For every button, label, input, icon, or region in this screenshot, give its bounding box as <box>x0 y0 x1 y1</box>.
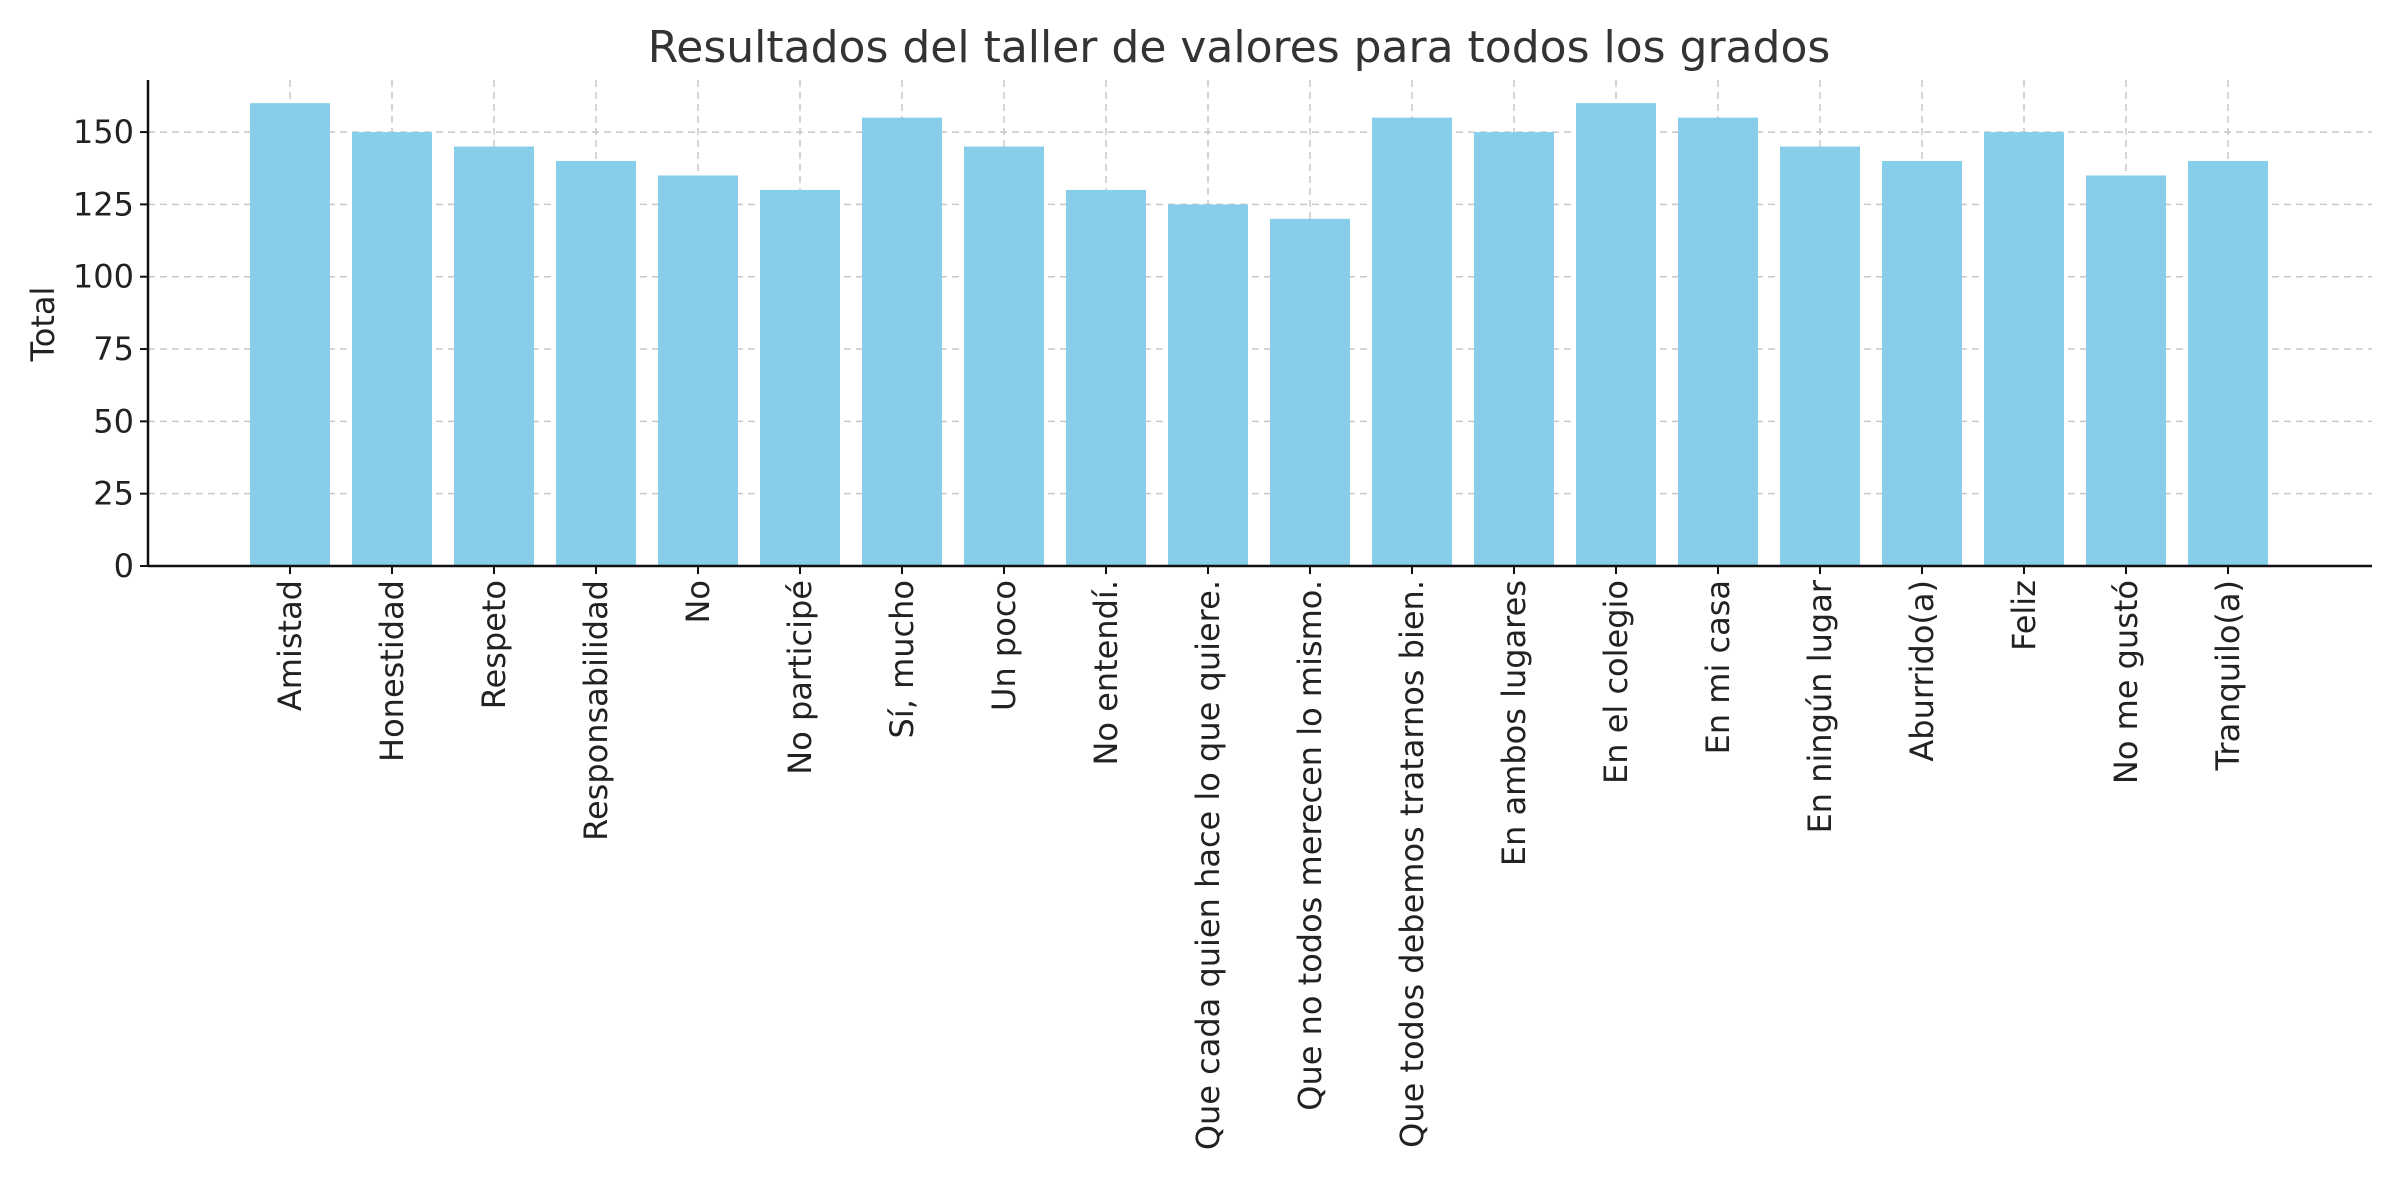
bar <box>250 103 330 567</box>
x-tick-label: Que todos debemos tratarnos bien. <box>1393 580 1431 1148</box>
y-axis-ticks: 0 25 50 75 100 125 150 <box>73 113 148 585</box>
y-tick-label: 50 <box>93 402 134 440</box>
y-tick-label: 0 <box>114 547 134 585</box>
bar <box>658 175 738 566</box>
x-tick-label: En el colegio <box>1597 580 1635 784</box>
x-tick-label: Tranquilo(a) <box>2209 580 2247 771</box>
x-tick-label: Responsabilidad <box>577 580 615 841</box>
x-tick-label: Respeto <box>475 580 513 709</box>
x-tick-label: Que no todos merecen lo mismo. <box>1291 580 1329 1111</box>
x-tick-label: Feliz <box>2005 580 2043 651</box>
y-tick-label: 75 <box>93 330 134 368</box>
bar <box>454 146 534 567</box>
x-tick-label: Honestidad <box>373 580 411 762</box>
x-tick-label: No participé <box>781 580 819 775</box>
x-tick-label: En mi casa <box>1699 580 1737 754</box>
x-tick-label: Sí, mucho <box>883 580 921 738</box>
bar <box>2086 175 2166 566</box>
bar <box>1780 146 1860 567</box>
bar <box>1168 204 1248 566</box>
bar <box>964 146 1044 567</box>
x-tick-label: Aburrido(a) <box>1903 580 1941 762</box>
x-tick-label: No me gustó <box>2107 580 2145 784</box>
x-tick-label: Que cada quien hace lo que quiere. <box>1189 580 1227 1150</box>
bar <box>556 161 636 566</box>
axes <box>146 80 2372 568</box>
x-axis-ticks: Amistad Honestidad Respeto Responsabilidad N… <box>271 566 2247 1150</box>
x-tick-label: Un poco <box>985 580 1023 711</box>
chart-title: Resultados del taller de valores para to… <box>648 22 1831 73</box>
x-tick-label: No <box>679 580 717 624</box>
bar <box>352 132 432 567</box>
bar <box>1270 218 1350 566</box>
y-axis-label: Total <box>24 287 62 363</box>
bar <box>1678 117 1758 566</box>
bars <box>250 103 2268 567</box>
bar <box>760 189 840 566</box>
y-tick-label: 100 <box>73 258 134 296</box>
bar <box>1882 161 1962 566</box>
bar <box>1372 117 1452 566</box>
x-tick-label: En ningún lugar <box>1801 579 1839 833</box>
x-tick-label: No entendí. <box>1087 580 1125 766</box>
bar <box>1576 103 1656 567</box>
bar <box>862 117 942 566</box>
bar <box>1984 132 2064 567</box>
x-tick-label: Amistad <box>271 580 309 711</box>
y-tick-label: 25 <box>93 475 134 513</box>
y-tick-label: 150 <box>73 113 134 151</box>
bar <box>1474 132 1554 567</box>
x-tick-label: En ambos lugares <box>1495 580 1533 866</box>
y-tick-label: 125 <box>73 185 134 223</box>
bar <box>1066 189 1146 566</box>
bar <box>2188 161 2268 566</box>
